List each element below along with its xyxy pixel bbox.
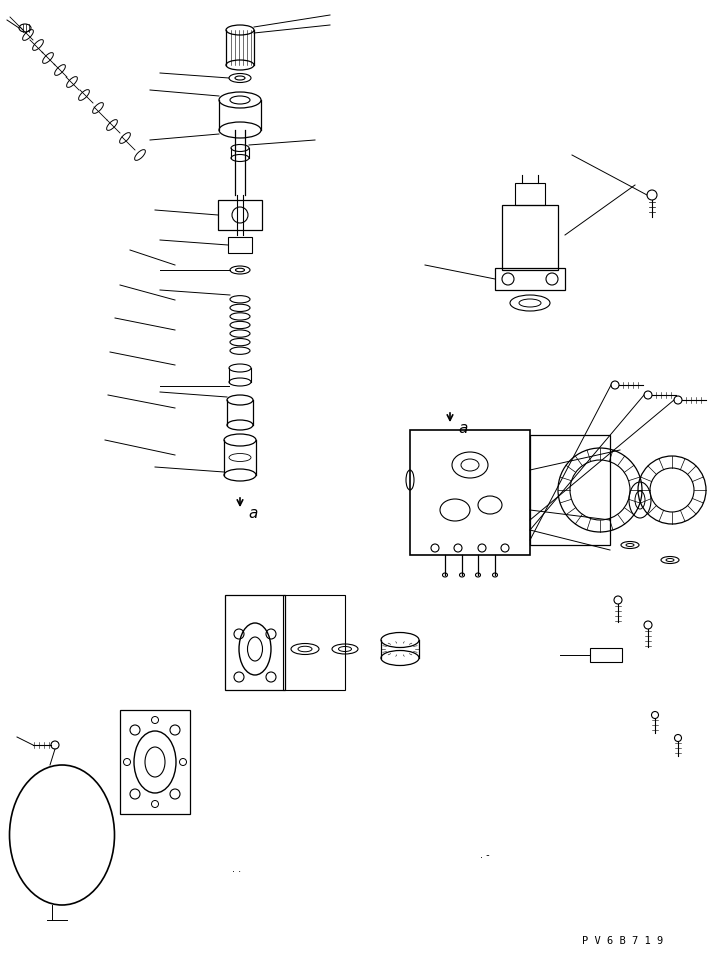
- Bar: [410, 430, 530, 555]
- Bar: [225, 595, 285, 690]
- Bar: [530, 435, 610, 545]
- Bar: [120, 710, 190, 814]
- Text: a: a: [248, 506, 257, 521]
- Bar: [502, 205, 558, 270]
- Bar: [218, 200, 262, 230]
- Bar: [495, 268, 565, 290]
- Text: . -: . -: [480, 850, 489, 860]
- Text: . .: . .: [232, 864, 241, 874]
- Bar: [283, 595, 345, 690]
- Bar: [515, 183, 545, 205]
- Bar: [590, 648, 622, 662]
- Text: a: a: [458, 421, 467, 436]
- Text: P V 6 B 7 1 9: P V 6 B 7 1 9: [582, 936, 663, 946]
- Bar: [228, 237, 252, 253]
